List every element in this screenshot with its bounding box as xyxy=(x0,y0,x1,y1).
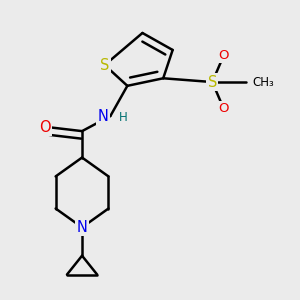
Text: O: O xyxy=(218,102,229,115)
Text: N: N xyxy=(76,220,88,235)
Text: CH₃: CH₃ xyxy=(252,76,274,88)
Text: S: S xyxy=(208,75,217,90)
Text: O: O xyxy=(218,49,229,62)
Text: H: H xyxy=(119,111,128,124)
Text: N: N xyxy=(98,109,109,124)
Text: S: S xyxy=(100,58,110,73)
Text: O: O xyxy=(40,120,51,135)
